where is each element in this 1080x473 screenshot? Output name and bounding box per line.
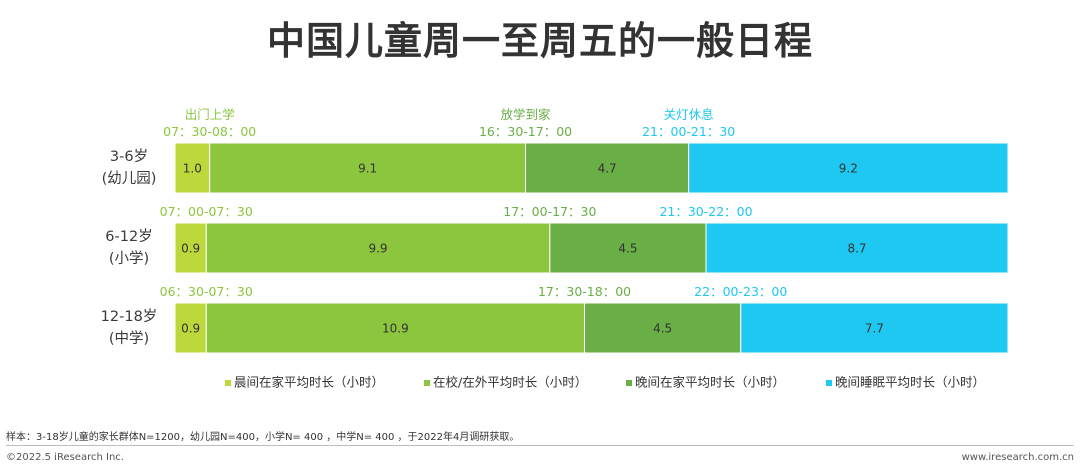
- boundary-time: 21：30-22：00: [659, 204, 752, 219]
- footer-divider: [6, 445, 1074, 446]
- boundary-time: 06：30-07：30: [160, 284, 253, 299]
- chart-title: 中国儿童周一至周五的一般日程: [266, 19, 813, 63]
- bar-value-label: 10.9: [382, 322, 409, 336]
- bar-value-label: 7.7: [865, 322, 884, 336]
- boundary-header: 关灯休息: [664, 107, 714, 122]
- bar-value-label: 8.7: [847, 242, 866, 256]
- legend-swatch: [826, 380, 832, 386]
- bar-segment: [209, 142, 527, 194]
- stacked-bar-chart: 1.0 9.1 4.7 9.2 3-6岁 (幼儿园) 出门上学 07：30-08：00 放学到家…: [101, 107, 1009, 390]
- legend-label: 晚间睡眠平均时长（小时）: [835, 375, 985, 390]
- website-url: www.iresearch.com.cn: [961, 452, 1074, 463]
- bar-segment: [705, 222, 1009, 274]
- legend-label: 晨间在家平均时长（小时）: [234, 375, 384, 390]
- row-label: (小学): [109, 250, 149, 267]
- bar-value-label: 0.9: [181, 242, 200, 256]
- boundary-time: 16：30-17：00: [479, 124, 572, 139]
- bar-segment: [174, 142, 211, 194]
- copyright: ©2022.5 iResearch Inc.: [6, 452, 124, 463]
- row-label: 6-12岁: [105, 228, 152, 245]
- bar-segment: [525, 142, 690, 194]
- legend-swatch: [225, 380, 231, 386]
- boundary-time: 07：00-07：30: [160, 204, 253, 219]
- boundary-time: 22：00-23：00: [694, 284, 787, 299]
- legend-label: 在校/在外平均时长（小时）: [433, 375, 587, 390]
- boundary-header: 出门上学: [185, 107, 235, 122]
- bar-value-label: 0.9: [181, 322, 200, 336]
- bar-segment: [205, 222, 551, 274]
- bar-value-label: 4.5: [653, 322, 672, 336]
- boundary-time: 17：30-18：00: [538, 284, 631, 299]
- bar-segment: [584, 302, 742, 354]
- bar-value-label: 4.7: [598, 162, 617, 176]
- boundary-time: 07：30-08：00: [163, 124, 256, 139]
- bar-segment: [174, 302, 207, 354]
- footnote: 样本：3-18岁儿童的家长群体N=1200，幼儿园N=400，小学N= 400 …: [6, 432, 520, 443]
- bar-value-label: 1.0: [183, 162, 202, 176]
- legend-label: 晚间在家平均时长（小时）: [635, 375, 785, 390]
- bar-segment: [174, 222, 207, 274]
- bar-segment: [740, 302, 1009, 354]
- row-label: 12-18岁: [101, 308, 158, 325]
- row-label: (中学): [109, 330, 149, 347]
- boundary-header: 放学到家: [501, 107, 552, 122]
- bar-value-label: 4.5: [618, 242, 637, 256]
- bar-value-label: 9.2: [839, 162, 858, 176]
- bar-value-label: 9.1: [358, 162, 377, 176]
- legend-swatch: [626, 380, 632, 386]
- legend-swatch: [424, 380, 430, 386]
- bar-segment: [549, 222, 707, 274]
- boundary-time: 17：00-17：30: [503, 204, 596, 219]
- bar-value-label: 9.9: [368, 242, 387, 256]
- row-label: (幼儿园): [102, 170, 157, 187]
- bar-segment: [205, 302, 586, 354]
- row-label: 3-6岁: [110, 148, 148, 165]
- boundary-time: 21：00-21：30: [642, 124, 735, 139]
- bar-segment: [688, 142, 1009, 194]
